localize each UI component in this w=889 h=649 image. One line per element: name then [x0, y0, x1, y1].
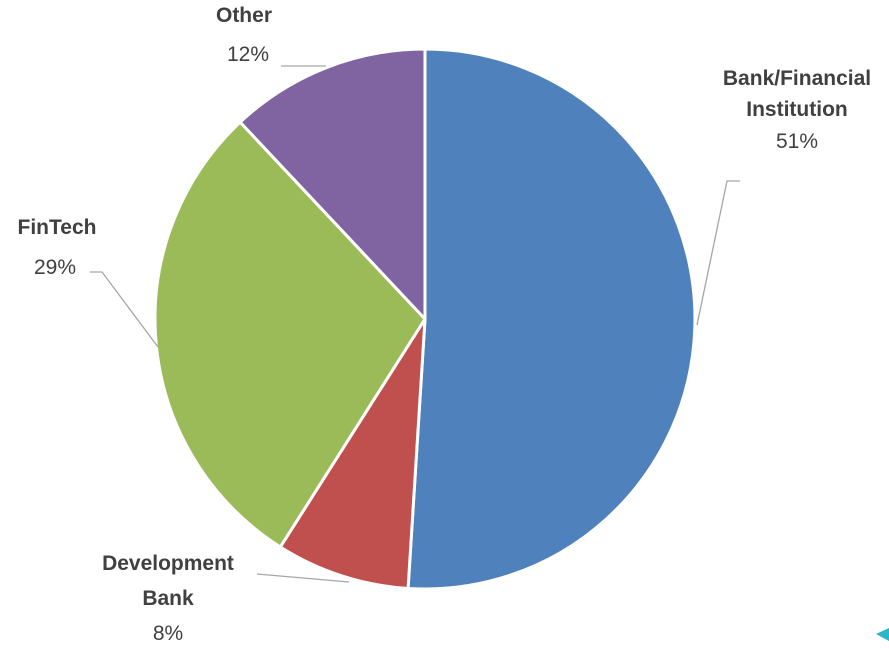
label-development-bank-line2: Bank: [142, 587, 194, 610]
pie-slice-other: [238, 47, 427, 321]
label-bank-line2: Institution: [746, 98, 847, 121]
pie-slice-bank-financial-institution: [406, 47, 697, 591]
label-other: Other: [216, 4, 272, 27]
label-bank-line1: Bank/Financial: [723, 67, 871, 90]
value-other: 12%: [227, 43, 269, 66]
label-development-bank-line1: Development: [102, 552, 234, 575]
leader-line-fintech: [90, 271, 159, 348]
leader-lines: [90, 65, 740, 583]
label-fintech: FinTech: [18, 216, 97, 239]
leader-line-bank: [696, 180, 740, 326]
value-fintech: 29%: [34, 256, 76, 279]
pie-slice-development-bank: [278, 317, 427, 590]
pie-slices: [153, 47, 697, 591]
value-bank: 51%: [776, 130, 818, 153]
value-development-bank: 8%: [153, 622, 183, 645]
leader-line-development-bank: [256, 573, 350, 583]
corner-triangle-marker: [876, 628, 889, 641]
